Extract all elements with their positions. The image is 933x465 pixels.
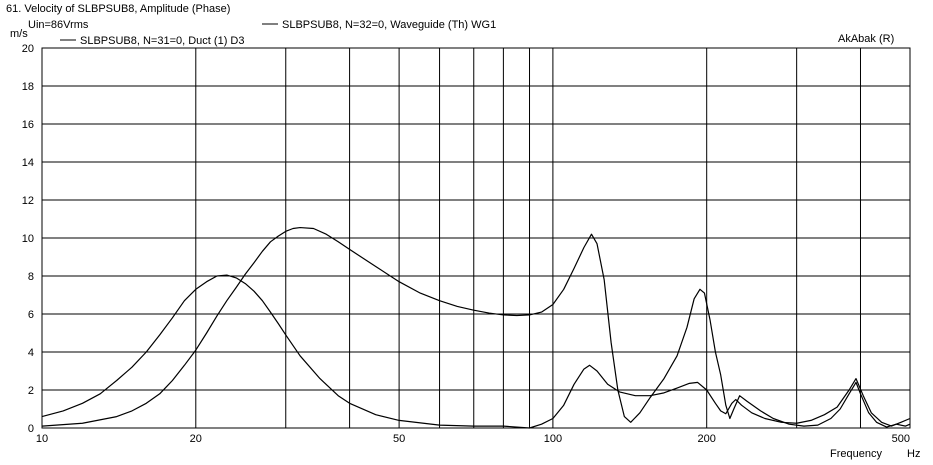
x-tick-label: 50: [393, 433, 405, 445]
x-tick-label: 200: [698, 433, 716, 445]
x-tick-label: 100: [544, 433, 562, 445]
chart-subtitle: Uin=86Vrms: [28, 19, 89, 31]
series-duct-line: [41, 274, 911, 429]
data-series: [41, 226, 911, 429]
y-tick-label: 16: [22, 119, 34, 131]
x-axis-label: Frequency: [830, 448, 882, 460]
plot-frame: [41, 47, 911, 429]
series-waveguide-line: [41, 226, 911, 428]
y-tick-label: 10: [22, 233, 34, 245]
y-tick-label: 8: [28, 271, 34, 283]
y-tick-label: 20: [22, 43, 34, 55]
y-tick-label: 0: [28, 423, 34, 435]
tick-labels: 0 2 4 6 8 10 12 14 16 18 20 10 20 50 100 200 500: [22, 43, 910, 445]
y-axis-unit: m/s: [10, 28, 28, 40]
y-tick-label: 2: [28, 385, 34, 397]
y-tick-label: 14: [22, 157, 34, 169]
y-tick-label: 6: [28, 309, 34, 321]
legend-label-duct: SLBPSUB8, N=31=0, Duct (1) D3: [80, 35, 244, 47]
y-tick-label: 18: [22, 81, 34, 93]
legend: SLBPSUB8, N=32=0, Waveguide (Th) WG1 SLB…: [60, 19, 496, 47]
y-tick-label: 4: [28, 347, 34, 359]
y-tick-label: 12: [22, 195, 34, 207]
x-tick-label: 10: [36, 433, 48, 445]
x-axis-unit: Hz: [907, 448, 920, 460]
akabak-watermark: AkAbak (R): [838, 33, 894, 45]
x-tick-label: 20: [190, 433, 202, 445]
legend-label-waveguide: SLBPSUB8, N=32=0, Waveguide (Th) WG1: [282, 19, 496, 31]
x-tick-label: 500: [892, 433, 910, 445]
chart-title: 61. Velocity of SLBPSUB8, Amplitude (Pha…: [6, 3, 230, 15]
